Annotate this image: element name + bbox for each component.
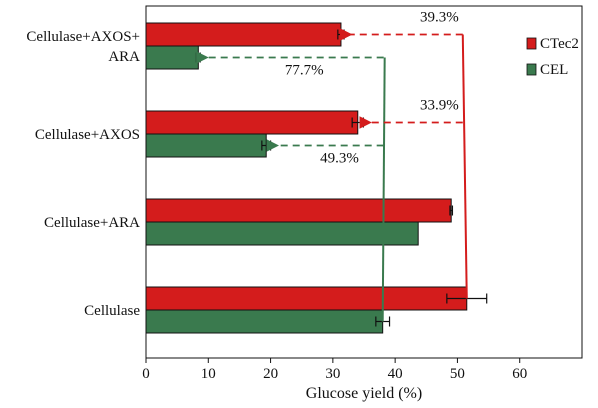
bar-cel-3 bbox=[145, 309, 384, 334]
x-tick-label: 0 bbox=[142, 366, 150, 382]
x-tick-label: 20 bbox=[263, 366, 278, 382]
x-tick-label: 40 bbox=[388, 366, 403, 382]
bar-ctec2-0 bbox=[145, 22, 342, 47]
x-tick-label: 10 bbox=[201, 366, 216, 382]
category-label: Cellulase+AXOS bbox=[35, 127, 140, 143]
category-label: Cellulase bbox=[84, 303, 140, 319]
category-label: Cellulase+AXOS+ bbox=[26, 29, 140, 45]
ctec2-reference-line bbox=[461, 34, 468, 299]
x-tick-label: 60 bbox=[512, 366, 527, 382]
annotation-label: 77.7% bbox=[285, 63, 324, 79]
bar-ctec2-3 bbox=[145, 286, 468, 311]
category-label: ARA bbox=[108, 49, 140, 65]
legend-swatch-ctec2 bbox=[526, 37, 537, 50]
bar-cel-0 bbox=[145, 45, 199, 70]
cel-reference-line bbox=[381, 57, 386, 322]
annotation-label: 49.3% bbox=[320, 151, 359, 167]
bar-cel-2 bbox=[145, 221, 419, 246]
x-axis-title: Glucose yield (%) bbox=[306, 385, 422, 402]
legend-label-ctec2: CTec2 bbox=[540, 36, 579, 52]
bar-cel-1 bbox=[145, 133, 267, 158]
plot-frame bbox=[145, 5, 583, 359]
annotations: 39.3% 33.9% 77.7% 49.3% bbox=[196, 10, 468, 322]
x-tick-label: 30 bbox=[325, 366, 340, 382]
annotation-label: 33.9% bbox=[420, 98, 459, 114]
legend: CTec2 CEL bbox=[526, 36, 579, 78]
bar-ctec2-2 bbox=[145, 198, 452, 223]
axes: 0 10 20 30 40 50 60 Glucose yield (%) Cellulase+… bbox=[26, 5, 583, 402]
bar-ctec2-1 bbox=[145, 110, 359, 135]
category-label: Cellulase+ARA bbox=[44, 215, 140, 231]
legend-label-cel: CEL bbox=[540, 62, 568, 78]
annotation-label: 39.3% bbox=[420, 10, 459, 26]
x-tick-label: 50 bbox=[450, 366, 465, 382]
legend-swatch-cel bbox=[526, 63, 537, 76]
plot-area bbox=[145, 22, 488, 334]
